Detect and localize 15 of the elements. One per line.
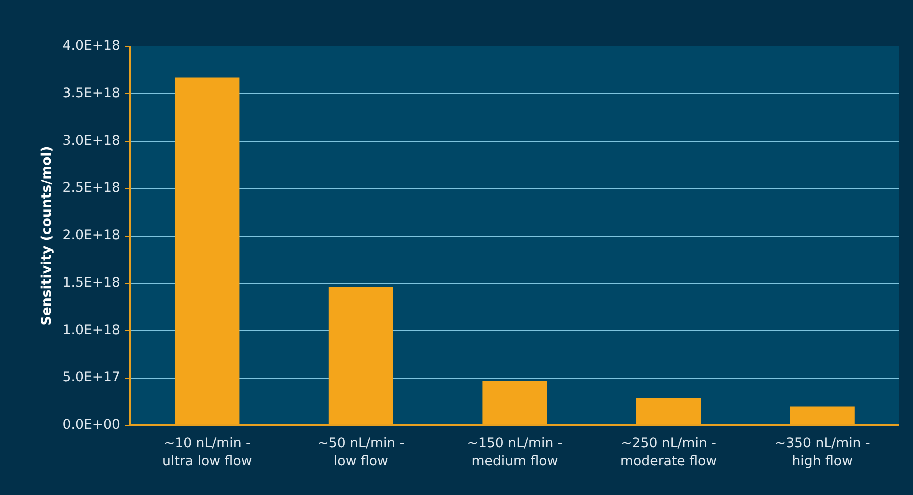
x-tick-label: ~350 nL/min - high flow [774, 436, 870, 470]
x-tick-label: ~250 nL/min - moderate flow [620, 436, 718, 470]
x-tick-label: ~50 nL/min - low flow [318, 436, 405, 470]
y-tick-label: 3.5E+18 [62, 86, 121, 102]
y-tick-label: 0.0E+00 [62, 418, 121, 433]
x-tick-label: ~10 nL/min - ultra low flow [162, 436, 252, 470]
y-tick-label: 4.0E+18 [62, 39, 121, 54]
y-tick-label: 3.0E+18 [62, 134, 121, 149]
y-axis-title: Sensitivity (counts/mol) [40, 146, 55, 326]
y-tick-label: 5.0E+17 [62, 370, 121, 386]
y-tick-label: 1.5E+18 [62, 276, 121, 291]
x-tick-label: ~150 nL/min - medium flow [467, 436, 563, 470]
y-tick-label: 1.0E+18 [62, 323, 121, 338]
y-tick-label: 2.0E+18 [62, 228, 121, 244]
y-tick-label: 2.5E+18 [62, 181, 121, 196]
